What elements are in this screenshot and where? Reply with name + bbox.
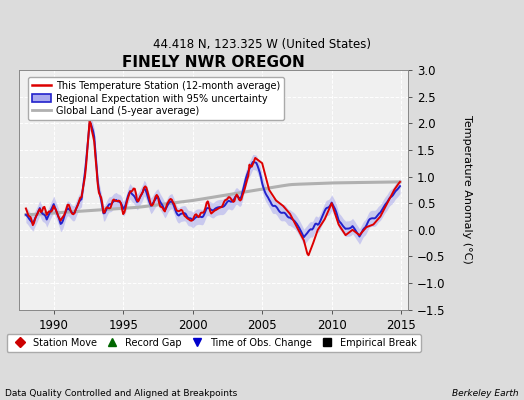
Text: Berkeley Earth: Berkeley Earth [452,389,519,398]
Text: 44.418 N, 123.325 W (United States): 44.418 N, 123.325 W (United States) [153,38,371,51]
Title: FINELY NWR OREGON: FINELY NWR OREGON [122,55,305,70]
Y-axis label: Temperature Anomaly (°C): Temperature Anomaly (°C) [462,116,472,264]
Text: Data Quality Controlled and Aligned at Breakpoints: Data Quality Controlled and Aligned at B… [5,389,237,398]
Legend: Station Move, Record Gap, Time of Obs. Change, Empirical Break: Station Move, Record Gap, Time of Obs. C… [6,334,421,352]
